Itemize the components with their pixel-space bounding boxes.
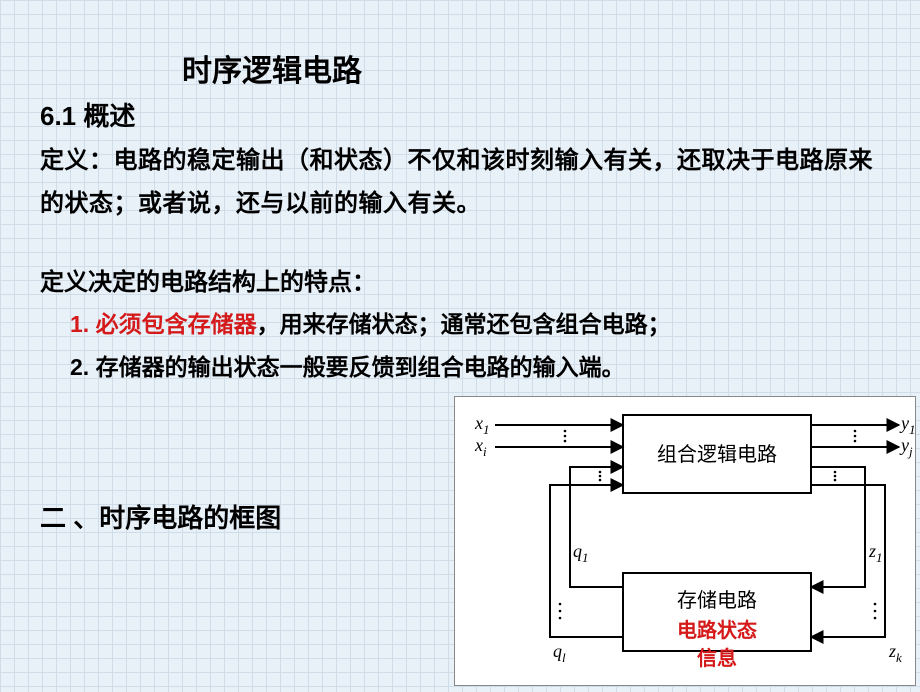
label-x1: x1 (474, 413, 490, 437)
block-diagram: 组合逻辑电路 存储电路 电路状态 信息 x1 xi y1 yj z1 zk q1… (454, 396, 916, 686)
features-heading: 定义决定的电路结构上的特点： (40, 262, 376, 297)
storage-box-label: 存储电路 (677, 589, 757, 612)
label-q1: q1 (573, 541, 589, 565)
label-xi: xi (474, 435, 487, 459)
feature-2: 2. 存储器的输出状态一般要反馈到组合电路的输入端。 (70, 348, 625, 382)
feature-1-tail: ，用来存储状态；通常还包含组合电路； (257, 311, 671, 337)
label-ql: ql (553, 641, 566, 665)
page-title: 时序逻辑电路 (182, 46, 362, 90)
red-label-2: 信息 (697, 646, 737, 670)
label-yj: yj (899, 435, 913, 459)
feature-1: 1. 必须包含存储器，用来存储状态；通常还包含组合电路； (70, 305, 671, 339)
diagram-subtitle: 二 、时序电路的框图 (40, 498, 281, 535)
feature-1-highlight: 1. 必须包含存储器 (70, 311, 257, 337)
label-y1: y1 (899, 413, 916, 437)
combinational-logic-label: 组合逻辑电路 (657, 443, 777, 466)
label-zk: zk (888, 641, 902, 665)
label-z1: z1 (868, 541, 883, 565)
wire-zk-path (811, 485, 885, 637)
section-heading: 6.1 概述 (40, 96, 135, 133)
definition-text: 定义：电路的稳定输出（和状态）不仅和该时刻输入有关，还取决于电路原来的状态；或者… (40, 140, 892, 225)
red-label-1: 电路状态 (677, 618, 757, 642)
